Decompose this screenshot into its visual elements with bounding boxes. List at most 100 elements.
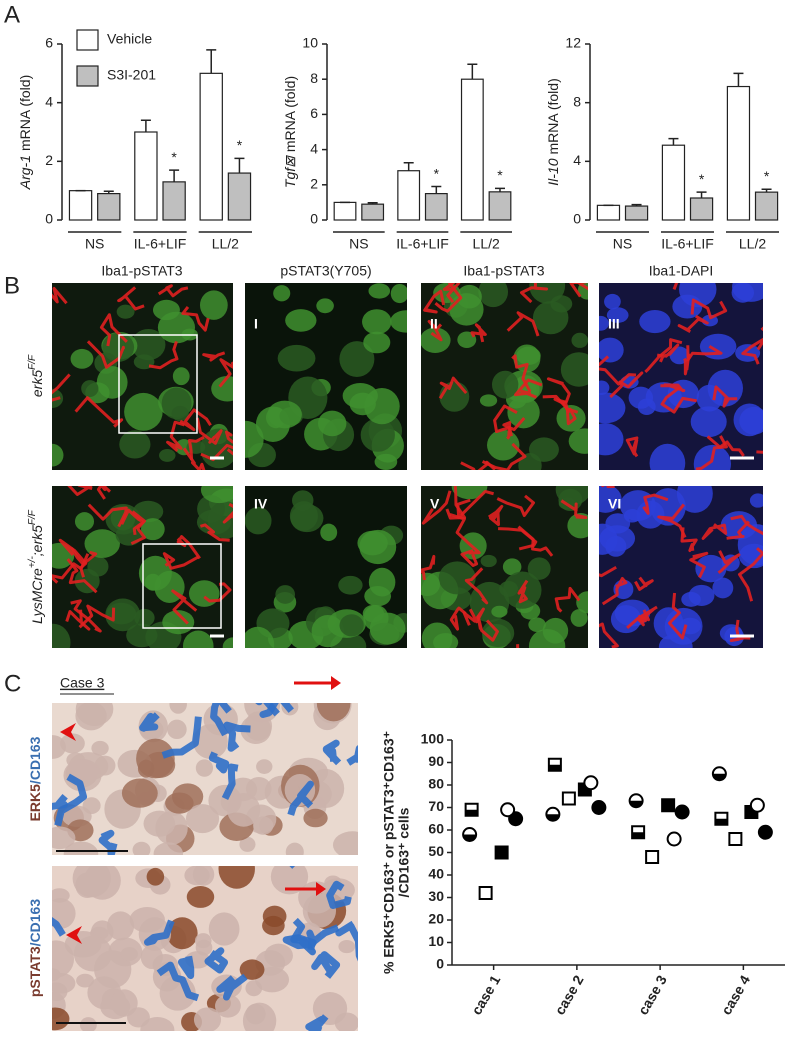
panel-label: C [4,670,21,697]
cell [658,633,693,648]
bar [227,172,252,221]
cell [676,486,713,513]
cell [560,352,588,387]
cell [52,826,76,850]
cell [75,703,107,731]
membrane [161,716,202,759]
significance: * [764,168,770,184]
point [464,802,479,817]
point [494,845,509,860]
bar [134,131,158,221]
membrane [427,319,443,342]
membrane [517,579,529,604]
membrane [542,394,577,426]
marker [661,798,676,813]
cell [567,513,588,539]
cell [239,836,256,852]
cell [52,940,75,978]
membrane [120,508,145,536]
cell [699,333,737,360]
cell [364,388,400,425]
membrane [423,289,446,314]
arrowhead-marker [60,723,76,741]
cell [285,309,317,332]
cell [733,403,763,437]
y-axis-label: Tgf⊠ mRNA (fold) [282,76,298,188]
y-tick-label: 8 [573,93,581,109]
cell [165,792,194,814]
cell [623,509,641,523]
y-tick-label: 8 [310,70,318,86]
cell [457,331,477,349]
membrane [87,503,128,528]
y-tick-label: 70 [428,798,444,814]
cell [421,622,453,648]
cell [169,703,187,714]
cell [338,575,363,595]
cell [119,430,151,459]
arrowhead-marker [66,926,82,944]
cell [136,738,175,779]
panel-label: A [4,1,20,28]
micrograph [52,703,358,855]
y-tick-label: 6 [310,105,318,121]
cell [480,554,497,568]
cell [275,585,296,604]
cell [207,501,233,539]
marker-half [715,818,728,825]
cell [244,711,273,741]
membrane [148,340,179,370]
column-header: Iba1-pSTAT3 [463,263,544,279]
membrane [434,283,463,313]
marker-half [463,834,477,841]
point [547,757,562,772]
y-axis-label: % ERK5⁺CD163⁺ or pSTAT3⁺CD163⁺ [381,731,397,974]
cell [290,504,324,533]
membrane [569,283,588,298]
point [545,806,561,822]
y-tick-label: 30 [428,888,444,904]
arrow-head [316,882,326,896]
cell [161,387,192,420]
image-numeral: III [608,316,620,332]
cell [186,886,215,908]
marker [757,824,773,840]
y-label-gene: Tgf⊠ [282,155,298,188]
membrane [204,947,229,974]
cell [649,443,686,470]
image-content [245,283,407,470]
bar [333,201,357,221]
cell [184,866,210,886]
marker [500,802,516,818]
membrane [493,404,518,437]
membrane [171,589,198,625]
membrane [741,337,763,365]
membrane [218,358,233,388]
membrane [516,644,520,648]
membrane [70,547,98,566]
cell [121,778,158,808]
significance: * [497,167,503,183]
cell [599,315,609,331]
cell [390,283,407,304]
y-axis-label: Arg-1 mRNA (fold) [17,75,33,190]
cell [72,866,111,898]
marker [674,804,690,820]
error-bar [234,157,245,174]
cell [74,512,95,531]
image-content [599,283,763,470]
y-tick-label: 40 [428,866,444,882]
y-tick-label: 0 [310,211,318,227]
x-tick-label: case 4 [718,972,753,1017]
cell [362,309,392,335]
point [666,831,682,847]
membrane [156,961,200,1002]
membrane [52,287,68,305]
legend-label: S3I-201 [107,67,156,83]
marker-half [548,764,561,771]
membrane [54,773,88,827]
membrane [335,920,358,962]
micrograph [52,866,358,1031]
membrane [642,493,669,515]
y-label-unit: mRNA (fold) [545,78,561,154]
